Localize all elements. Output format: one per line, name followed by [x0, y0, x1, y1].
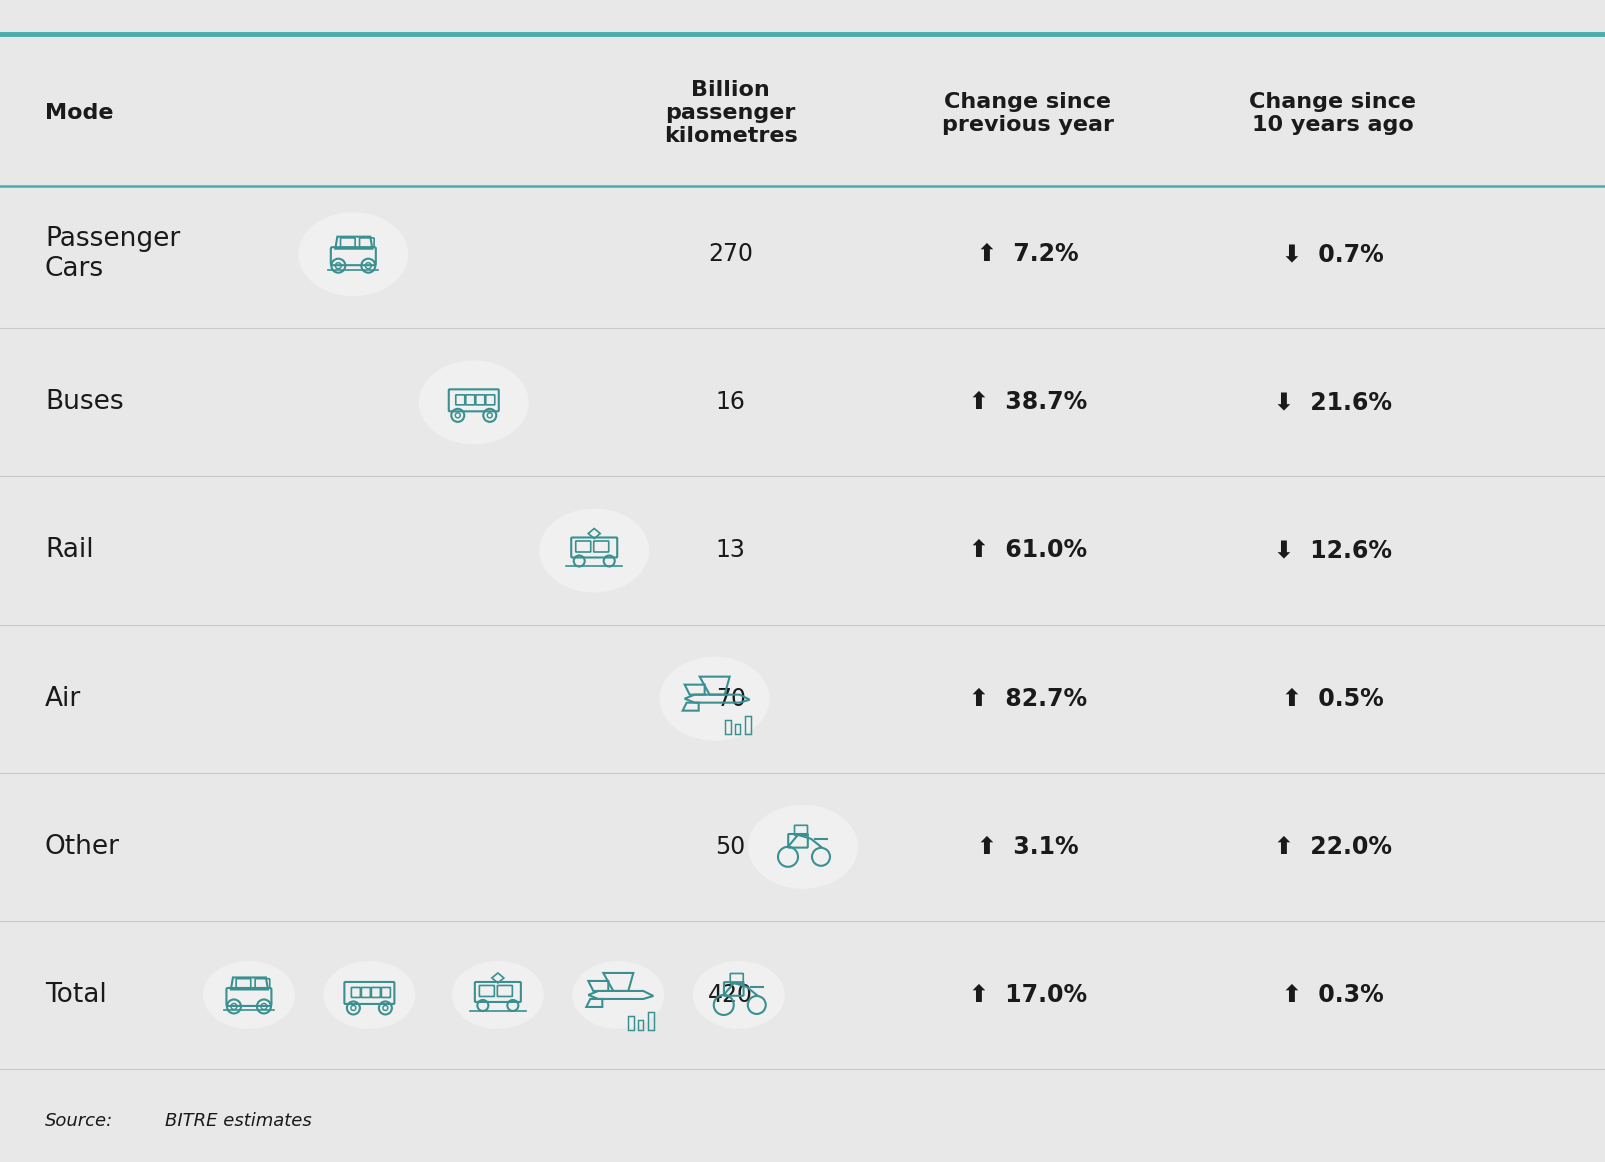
Text: ⬇  12.6%: ⬇ 12.6%	[1273, 538, 1392, 562]
Text: Change since
10 years ago: Change since 10 years ago	[1249, 92, 1416, 135]
Text: 270: 270	[708, 242, 753, 266]
Text: BITRE estimates: BITRE estimates	[165, 1112, 311, 1131]
Ellipse shape	[419, 360, 528, 444]
Text: Change since
previous year: Change since previous year	[941, 92, 1114, 135]
Text: ⬆  38.7%: ⬆ 38.7%	[968, 390, 1087, 415]
Ellipse shape	[323, 961, 416, 1030]
Ellipse shape	[692, 961, 785, 1030]
Ellipse shape	[451, 961, 544, 1030]
Ellipse shape	[660, 657, 769, 740]
Ellipse shape	[748, 805, 857, 889]
Text: ⬆  22.0%: ⬆ 22.0%	[1273, 834, 1392, 859]
Ellipse shape	[299, 213, 408, 296]
Text: Mode: Mode	[45, 103, 114, 123]
Text: Source:: Source:	[45, 1112, 112, 1131]
Text: 70: 70	[716, 687, 745, 711]
Text: Air: Air	[45, 686, 82, 711]
Text: ⬆  82.7%: ⬆ 82.7%	[968, 687, 1087, 711]
Text: 420: 420	[708, 983, 753, 1007]
Text: ⬆  61.0%: ⬆ 61.0%	[968, 538, 1087, 562]
Text: Total: Total	[45, 982, 106, 1007]
Text: 16: 16	[716, 390, 745, 415]
Text: ⬆  0.5%: ⬆ 0.5%	[1281, 687, 1384, 711]
Text: 50: 50	[716, 834, 745, 859]
Text: ⬆  7.2%: ⬆ 7.2%	[976, 242, 1079, 266]
Text: Other: Other	[45, 834, 120, 860]
Text: Buses: Buses	[45, 389, 124, 415]
Text: Rail: Rail	[45, 538, 93, 564]
Text: ⬆  0.3%: ⬆ 0.3%	[1281, 983, 1384, 1007]
Text: ⬇  0.7%: ⬇ 0.7%	[1281, 242, 1384, 266]
Text: ⬇  21.6%: ⬇ 21.6%	[1273, 390, 1392, 415]
Ellipse shape	[202, 961, 295, 1030]
Text: Billion
passenger
kilometres: Billion passenger kilometres	[663, 80, 798, 146]
Text: Passenger
Cars: Passenger Cars	[45, 227, 180, 282]
Ellipse shape	[571, 961, 664, 1030]
Text: ⬆  17.0%: ⬆ 17.0%	[968, 983, 1087, 1007]
Text: ⬆  3.1%: ⬆ 3.1%	[976, 834, 1079, 859]
Ellipse shape	[539, 509, 648, 593]
Text: 13: 13	[716, 538, 745, 562]
